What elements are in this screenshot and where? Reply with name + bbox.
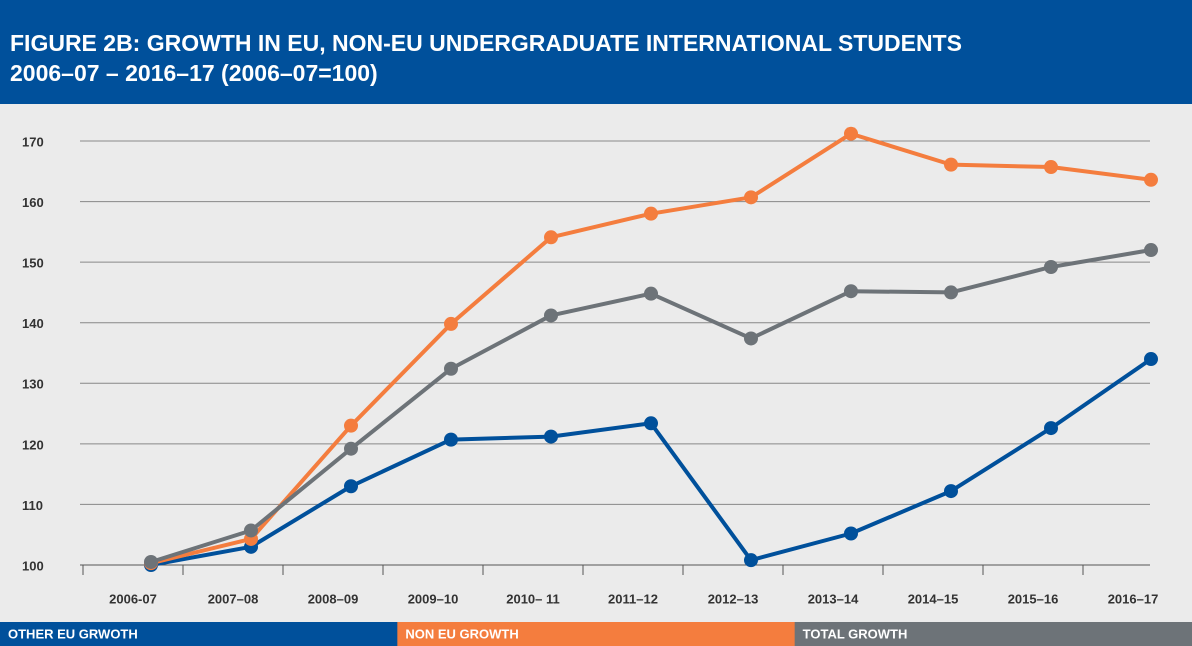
x-tick-label: 2007–08	[208, 591, 259, 606]
marker	[444, 432, 458, 447]
marker	[844, 284, 858, 299]
x-tick-label: 2015–16	[1008, 591, 1059, 606]
header	[0, 0, 1192, 104]
marker	[1044, 160, 1058, 175]
chart-title: 2006–07 – 2016–17 (2006–07=100)	[10, 60, 378, 86]
marker	[344, 441, 358, 456]
marker	[344, 418, 358, 433]
x-tick-label: 2014–15	[908, 591, 959, 606]
y-tick-label: 170	[22, 134, 44, 149]
marker	[544, 429, 558, 444]
marker	[644, 206, 658, 221]
x-tick-label: 2010– 11	[506, 591, 560, 606]
marker	[744, 331, 758, 346]
marker	[744, 553, 758, 568]
y-tick-label: 100	[22, 558, 44, 573]
marker	[644, 416, 658, 431]
legend-swatch	[794, 622, 1192, 646]
x-tick-label: 2009–10	[408, 591, 459, 606]
x-tick-label: 2016–17	[1108, 591, 1159, 606]
marker	[444, 316, 458, 331]
x-tick-label: 2011–12	[608, 591, 658, 606]
marker	[1044, 259, 1058, 274]
marker	[1144, 352, 1158, 367]
marker	[644, 286, 658, 301]
marker	[944, 285, 958, 300]
y-tick-label: 160	[22, 195, 44, 210]
marker	[1044, 421, 1058, 436]
y-tick-label: 110	[22, 498, 43, 513]
marker	[544, 308, 558, 323]
x-tick-label: 2013–14	[808, 591, 859, 606]
marker	[844, 126, 858, 141]
legend-label: NON EU GROWTH	[405, 626, 518, 641]
marker	[244, 523, 258, 538]
y-tick-label: 140	[22, 316, 44, 331]
marker	[744, 190, 758, 205]
legend-label: OTHER EU GRWOTH	[8, 626, 138, 641]
chart-title: FIGURE 2B: GROWTH IN EU, NON-EU UNDERGRA…	[10, 30, 962, 56]
y-tick-label: 130	[22, 377, 44, 392]
legend-swatch	[397, 622, 796, 646]
y-tick-label: 120	[22, 437, 44, 452]
x-tick-label: 2008–09	[308, 591, 359, 606]
y-tick-label: 150	[22, 256, 44, 271]
marker	[1144, 172, 1158, 187]
x-tick-label: 2012–13	[708, 591, 759, 606]
legend-swatch	[0, 622, 399, 646]
legend-label: TOTAL GROWTH	[803, 626, 908, 641]
marker	[844, 526, 858, 541]
marker	[144, 554, 158, 569]
marker	[344, 479, 358, 494]
marker	[1144, 243, 1158, 258]
marker	[544, 230, 558, 245]
marker	[944, 484, 958, 499]
plot-background	[0, 104, 1192, 622]
marker	[944, 157, 958, 172]
marker	[444, 361, 458, 376]
x-tick-label: 2006-07	[109, 591, 157, 606]
